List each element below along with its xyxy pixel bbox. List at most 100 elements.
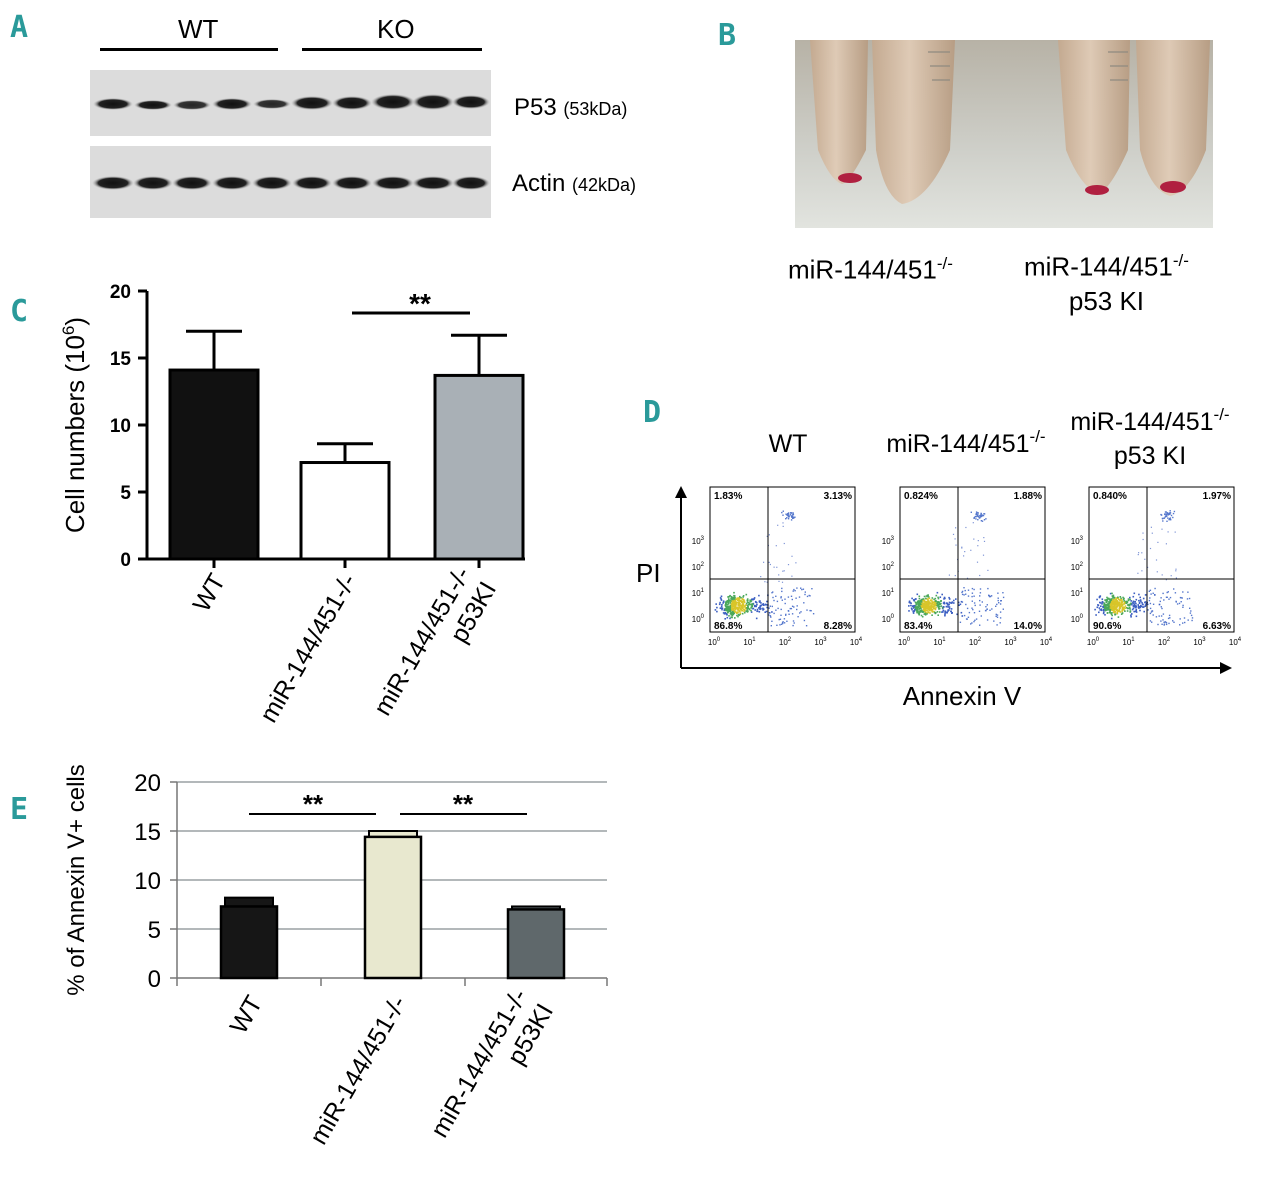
flow-dot [924, 611, 927, 614]
flow-dot [921, 615, 924, 618]
flow-dot [731, 597, 733, 599]
flow-dot [931, 608, 934, 611]
flow-dot [1119, 599, 1122, 602]
flow-dot [722, 612, 725, 614]
flow-dot [920, 614, 923, 617]
y-tick-label: 101 [882, 588, 895, 598]
flow-dot [972, 608, 974, 611]
flow-dot [733, 595, 735, 597]
flow-dot [1096, 606, 1099, 609]
flow-dot [741, 598, 743, 600]
flow-dot [970, 549, 972, 551]
flow-dot [967, 589, 970, 591]
flow-dot [910, 607, 913, 610]
flow-dot [804, 591, 806, 593]
flow-dot [961, 601, 964, 603]
flow-dot [781, 587, 783, 590]
flow-dot [995, 615, 997, 617]
flow-dot [1120, 597, 1122, 600]
flow-dot [806, 595, 809, 598]
flow-dot [1113, 602, 1115, 604]
flow-dot [728, 599, 730, 601]
flow-dot [1133, 610, 1135, 613]
flow-dot [1000, 600, 1002, 602]
flow-dot [973, 588, 975, 591]
flow-dot [948, 574, 950, 576]
flow-dot [922, 602, 924, 604]
blot-label-p53: P53 (53kDa) [514, 94, 627, 122]
flow-dot [1163, 517, 1165, 519]
flow-dot [747, 605, 749, 608]
flow-dot [1165, 513, 1168, 515]
flow-dot [745, 593, 748, 596]
flow-dot [1145, 602, 1148, 605]
flow-dot [1120, 605, 1122, 608]
flow-dot [937, 604, 939, 607]
flow-dot [1095, 614, 1097, 616]
y-tick-label: 103 [1071, 536, 1084, 546]
flow-dot [722, 602, 724, 604]
flow-dot [927, 606, 929, 609]
flow-dot [918, 600, 921, 603]
flow-dot [1139, 596, 1141, 599]
flow-dot [1112, 594, 1115, 597]
flow-dot [930, 609, 933, 611]
photo-label-line2: p53 KI [1068, 285, 1145, 316]
flow-dot [728, 595, 730, 598]
flow-dot [726, 611, 729, 614]
flow-dot [1126, 610, 1129, 612]
flow-dot [954, 575, 956, 577]
flow-dot [750, 600, 753, 602]
flow-plot-title-line2: p53 KI [1114, 442, 1186, 470]
flow-dot [948, 596, 950, 599]
flow-dot [1106, 600, 1108, 602]
flow-dot [1166, 591, 1168, 594]
flow-dot [733, 606, 736, 609]
flow-dot [993, 620, 995, 622]
flow-dot [1179, 624, 1181, 626]
flow-dot [947, 606, 949, 608]
flow-dot [961, 615, 964, 617]
flow-dot [913, 599, 915, 602]
flow-dot [985, 518, 987, 520]
x-tick-label: 100 [708, 637, 721, 647]
flow-dot [990, 595, 993, 597]
flow-dot [946, 611, 948, 614]
flow-dot [730, 614, 733, 616]
flow-dot [928, 604, 930, 606]
flow-dot [738, 605, 740, 607]
flow-dot [955, 544, 957, 546]
flow-dot [741, 605, 744, 607]
flow-dot [808, 594, 810, 597]
x-tick-label: 103 [1193, 637, 1206, 647]
flow-dot [920, 607, 922, 609]
flow-dot [934, 608, 937, 611]
flow-dot [921, 605, 924, 607]
flow-dot [911, 608, 913, 611]
flow-dot [732, 607, 734, 610]
flow-dot [1162, 592, 1164, 595]
flow-dot [1123, 609, 1126, 612]
flow-dot [1109, 601, 1112, 603]
bar [506, 908, 566, 980]
flow-dot [754, 604, 756, 607]
flow-dot [1119, 606, 1121, 608]
significance-marker: ** [303, 789, 324, 819]
flow-dot [916, 603, 919, 605]
flow-dot [927, 599, 929, 601]
flow-dot [789, 514, 791, 516]
flow-dot [1147, 603, 1149, 606]
flow-dot [1149, 597, 1151, 599]
flow-dot [926, 613, 928, 615]
flow-dot [758, 611, 761, 613]
flow-dot [720, 599, 723, 601]
flow-dot [755, 617, 758, 620]
quadrant-lr-value: 6.63% [1203, 621, 1231, 632]
flow-dot [926, 605, 928, 608]
flow-dot [734, 602, 736, 605]
flow-dot [908, 610, 910, 612]
flow-dot [1169, 518, 1171, 520]
flow-dot [927, 598, 929, 600]
flow-dot [778, 618, 780, 621]
flow-dot [793, 588, 795, 591]
